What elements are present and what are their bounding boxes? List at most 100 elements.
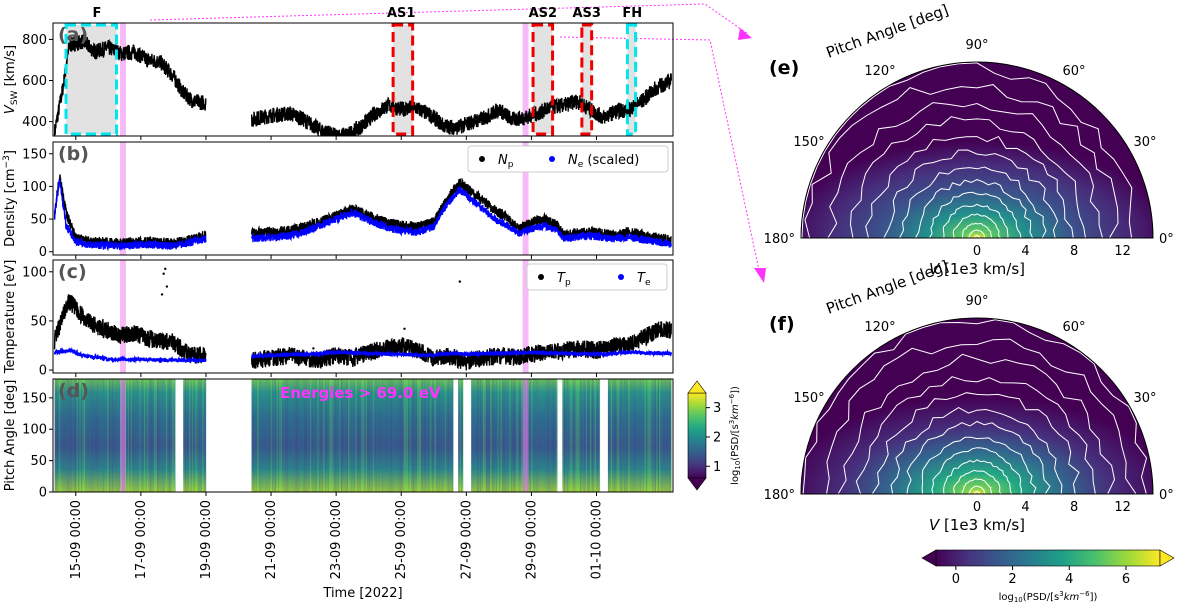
heatmap-block-6 xyxy=(607,379,672,492)
heatmap-streak xyxy=(493,379,495,492)
heatmap-streak xyxy=(76,379,78,492)
heatmap-streak xyxy=(326,379,328,492)
heatmap-streak xyxy=(484,379,486,492)
series-vsw xyxy=(53,34,672,136)
heatmap-streak xyxy=(417,379,419,492)
heatmap-streak xyxy=(576,379,579,492)
xtick-label-7: 29-09 00:00 xyxy=(524,500,539,579)
heatmap-streak xyxy=(436,379,438,492)
heatmap-streak xyxy=(644,379,646,492)
connector-lines xyxy=(149,3,766,283)
heatmap-streak xyxy=(534,379,536,492)
panel-e-label: (e) xyxy=(769,57,799,79)
heatmap-streak xyxy=(86,379,89,492)
heatmap-streak xyxy=(396,379,398,492)
heatmap-streak xyxy=(145,379,147,492)
heatmap-streak xyxy=(351,379,353,492)
interval-label-AS3: AS3 xyxy=(573,6,601,21)
panel-a-ytick-label-600: 600 xyxy=(22,74,47,89)
panel-f-label: (f) xyxy=(769,313,795,335)
outlier-point-2 xyxy=(165,285,169,288)
heatmap-streak xyxy=(452,379,454,492)
heatmap-streak xyxy=(260,379,262,492)
heatmap-streak xyxy=(653,379,655,492)
ylabel-a: VSW [km/s] xyxy=(3,45,20,114)
heatmap-streak xyxy=(200,379,202,492)
heatmap-streak xyxy=(97,379,99,492)
panel-b-legend-marker-0 xyxy=(479,156,485,162)
heatmap-streak xyxy=(348,379,350,492)
heatmap-streak xyxy=(550,379,552,492)
heatmap-streak xyxy=(449,379,451,492)
heatmap-streak xyxy=(107,379,109,492)
panel-e-contour-10 xyxy=(865,135,1074,239)
panel-d-frame xyxy=(52,378,674,493)
heatmap-streak xyxy=(371,379,373,492)
heatmap-streak xyxy=(477,379,479,492)
heatmap-streak xyxy=(490,379,492,492)
heatmap-streak xyxy=(638,379,640,492)
panel-f-contour-3 xyxy=(961,478,993,495)
heatmap-streak xyxy=(141,379,143,492)
heatmap-streak xyxy=(85,379,87,492)
panel-b-legend-label-0: Np xyxy=(498,153,514,170)
heatmap-streak xyxy=(108,379,111,492)
heatmap-streak xyxy=(563,379,566,492)
interval-shade-AS3 xyxy=(581,25,592,134)
heatmap-streak xyxy=(596,379,598,492)
heatmap-streak xyxy=(512,379,514,492)
heatmap-streak xyxy=(304,379,306,492)
heatmap-streak xyxy=(389,379,391,492)
interval-shade-AS1 xyxy=(393,25,413,134)
panel-e-angle-label-90: 90° xyxy=(965,38,988,53)
heatmap-streak xyxy=(645,379,648,492)
colorbar-f-extend-left xyxy=(921,549,937,567)
heatmap-streak xyxy=(364,379,366,492)
colorbar-f-label: log10(PSD/[s3km−6]) xyxy=(999,590,1098,604)
heatmap-streak xyxy=(419,379,422,492)
panel-f-angle-label-180: 180° xyxy=(764,488,795,503)
panel-b: 0 50 100 150 (b) Density [cm−3] Np Ne (scaled) xyxy=(2,141,674,260)
heatmap-streak xyxy=(272,379,274,492)
heatmap-streak xyxy=(461,379,463,492)
heatmap-streak xyxy=(335,379,337,492)
heatmap-streak xyxy=(273,379,275,492)
panel-f-contour-2 xyxy=(968,485,986,495)
panel-a-highlight-0 xyxy=(119,23,126,136)
heatmap-streak xyxy=(665,379,667,492)
heatmap-streak xyxy=(447,379,449,492)
colorbar-d-tick-label-2: 2 xyxy=(713,430,721,445)
heatmap-streak xyxy=(91,379,93,492)
colorbar-f-bar xyxy=(935,549,1161,567)
heatmap-streak xyxy=(597,379,599,492)
panel-f-contour-8 xyxy=(906,420,1051,495)
heatmap-streak xyxy=(189,379,191,492)
heatmap-streak xyxy=(471,379,473,492)
heatmap-streak xyxy=(340,379,343,492)
heatmap-streak xyxy=(485,379,488,492)
heatmap-streak xyxy=(266,379,268,492)
heatmap-streak xyxy=(258,379,261,492)
panel-b-legend-marker-1 xyxy=(549,156,555,162)
heatmap-streak xyxy=(82,379,84,492)
heatmap-streak xyxy=(66,379,68,492)
heatmap-streak xyxy=(61,379,64,492)
heatmap-streak xyxy=(194,379,197,492)
panel-d-highlight-0 xyxy=(119,379,126,492)
panel-f-contour-7 xyxy=(921,436,1037,495)
heatmap-streak xyxy=(302,379,304,492)
panel-f-angle-label-60: 60° xyxy=(1062,320,1085,335)
energy-annotation: Energies > 69.0 eV xyxy=(280,384,441,402)
panel-f-angle-label-120: 120° xyxy=(864,320,895,335)
panel-e-angle-label-0: 0° xyxy=(1159,232,1174,247)
panel-b-legend-box xyxy=(467,145,669,173)
colorbar-f-tick-label-2: 2 xyxy=(1008,572,1016,587)
heatmap-streak xyxy=(657,379,659,492)
heatmap-streak xyxy=(345,379,347,492)
panel-b-ytick-label-0: 0 xyxy=(39,245,47,260)
heatmap-streak xyxy=(660,379,662,492)
heatmap-streak xyxy=(491,379,493,492)
heatmap-streak xyxy=(313,379,315,492)
heatmap-streak xyxy=(598,379,601,492)
heatmap-streak xyxy=(160,379,162,492)
